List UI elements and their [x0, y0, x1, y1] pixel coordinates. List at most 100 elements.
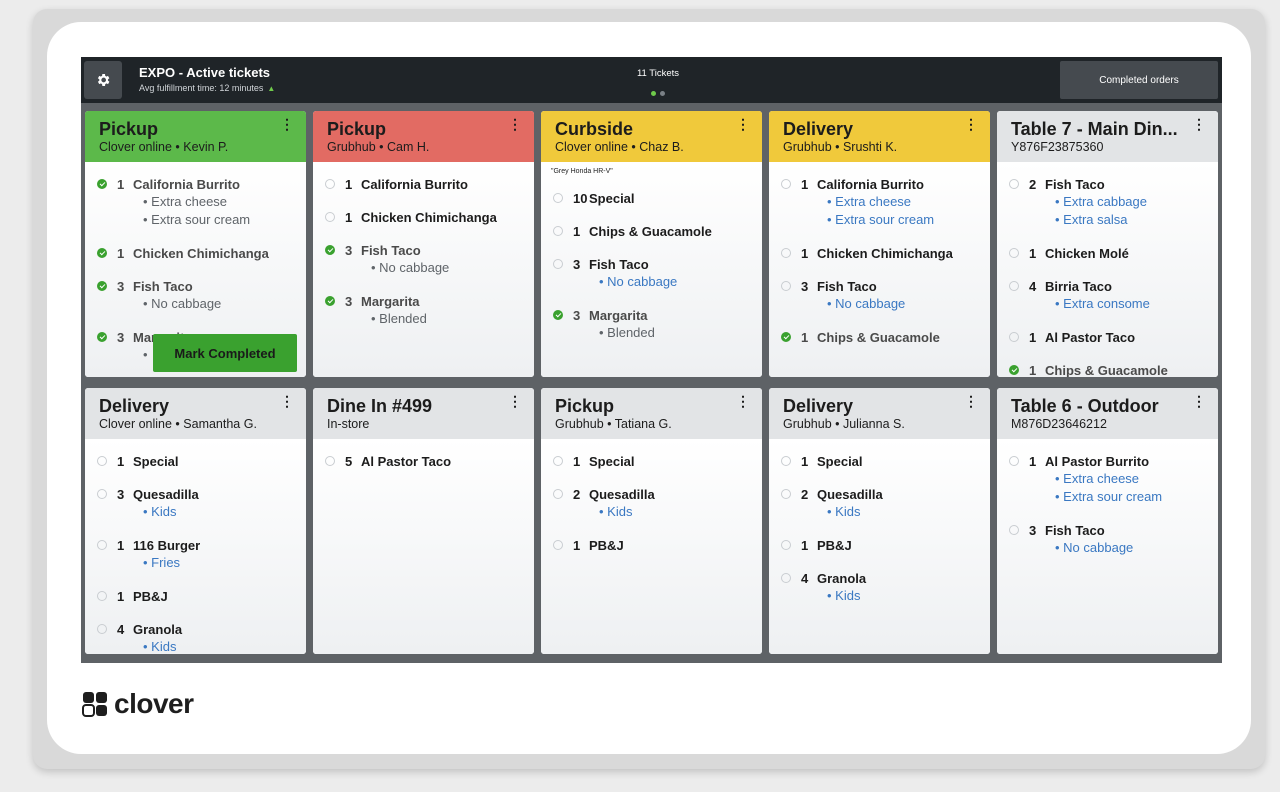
empty-circle-icon[interactable] [1009, 525, 1019, 535]
order-item[interactable]: 1 PB&J [781, 536, 982, 554]
order-item[interactable]: 3 Margarita • Blended [325, 292, 526, 328]
empty-circle-icon[interactable] [325, 212, 335, 222]
ticket-card[interactable]: Curbside Clover online • Chaz B. ⋮ "Grey Ho… [541, 111, 762, 377]
order-item[interactable]: 10 Special [553, 189, 754, 207]
empty-circle-icon[interactable] [325, 179, 335, 189]
ticket-card[interactable]: Delivery Grubhub • Julianna S. ⋮ 1 Special 2 Q… [769, 388, 990, 654]
empty-circle-icon[interactable] [553, 259, 563, 269]
order-item[interactable]: 1 Special [553, 452, 754, 470]
order-item[interactable]: 3 Fish Taco • No cabbage [1009, 521, 1210, 557]
empty-circle-icon[interactable] [1009, 456, 1019, 466]
empty-circle-icon[interactable] [781, 540, 791, 550]
check-circle-icon[interactable] [325, 245, 335, 255]
empty-circle-icon[interactable] [325, 456, 335, 466]
ticket-card[interactable]: Pickup Clover online • Kevin P. ⋮ 1 Californ… [85, 111, 306, 377]
empty-circle-icon[interactable] [781, 456, 791, 466]
order-item[interactable]: 1 116 Burger • Fries [97, 536, 298, 572]
order-item[interactable]: 2 Fish Taco • Extra cabbage • Extra salsa [1009, 175, 1210, 229]
check-circle-icon[interactable] [553, 310, 563, 320]
page-indicator[interactable] [601, 83, 715, 101]
empty-circle-icon[interactable] [781, 281, 791, 291]
empty-circle-icon[interactable] [553, 456, 563, 466]
order-item[interactable]: 4 Granola • Kids [781, 569, 982, 605]
more-options-icon[interactable]: ⋮ [736, 116, 750, 132]
ticket-note: "Grey Honda HR-V" [551, 168, 613, 175]
more-options-icon[interactable]: ⋮ [280, 393, 294, 409]
empty-circle-icon[interactable] [553, 226, 563, 236]
more-options-icon[interactable]: ⋮ [280, 116, 294, 132]
empty-circle-icon[interactable] [553, 489, 563, 499]
check-circle-icon[interactable] [1009, 365, 1019, 375]
check-circle-icon[interactable] [97, 179, 107, 189]
empty-circle-icon[interactable] [781, 489, 791, 499]
order-item[interactable]: 1 Al Pastor Burrito • Extra cheese • Extra … [1009, 452, 1210, 506]
more-options-icon[interactable]: ⋮ [508, 393, 522, 409]
empty-circle-icon[interactable] [1009, 281, 1019, 291]
empty-circle-icon[interactable] [781, 573, 791, 583]
ticket-card[interactable]: Dine In #499 In-store ⋮ 5 Al Pastor Taco [313, 388, 534, 654]
order-item[interactable]: 3 Fish Taco • No cabbage [97, 277, 298, 313]
check-circle-icon[interactable] [325, 296, 335, 306]
order-item[interactable]: 1 Special [781, 452, 982, 470]
empty-circle-icon[interactable] [781, 248, 791, 258]
ticket-card[interactable]: Table 6 - Outdoor M876D23646212 ⋮ 1 Al Pasto… [997, 388, 1218, 654]
order-item[interactable]: 1 Special [97, 452, 298, 470]
empty-circle-icon[interactable] [97, 624, 107, 634]
order-item[interactable]: 3 Quesadilla • Kids [97, 485, 298, 521]
order-item[interactable]: 1 Chicken Chimichanga [781, 244, 982, 262]
page-dot-active[interactable] [651, 91, 656, 96]
order-item[interactable]: 2 Quesadilla • Kids [781, 485, 982, 521]
order-item[interactable]: 5 Al Pastor Taco [325, 452, 526, 470]
order-item[interactable]: 3 Margarita • Blended [553, 306, 754, 342]
more-options-icon[interactable]: ⋮ [964, 116, 978, 132]
order-item[interactable]: 4 Granola • Kids [97, 620, 298, 654]
settings-button[interactable] [84, 61, 122, 99]
check-circle-icon[interactable] [97, 281, 107, 291]
more-options-icon[interactable]: ⋮ [736, 393, 750, 409]
order-item[interactable]: 2 Quesadilla • Kids [553, 485, 754, 521]
ticket-card[interactable]: Table 7 - Main Din... Y876F23875360 ⋮ 2 Fish… [997, 111, 1218, 377]
empty-circle-icon[interactable] [1009, 179, 1019, 189]
order-item[interactable]: 1 PB&J [97, 587, 298, 605]
order-item[interactable]: 1 California Burrito • Extra cheese • Extra… [97, 175, 298, 229]
item-quantity: 1 [801, 245, 809, 261]
more-options-icon[interactable]: ⋮ [964, 393, 978, 409]
more-options-icon[interactable]: ⋮ [508, 116, 522, 132]
ticket-card[interactable]: Pickup Grubhub • Tatiana G. ⋮ 1 Special 2 Ques… [541, 388, 762, 654]
ticket-card[interactable]: Pickup Grubhub • Cam H. ⋮ 1 California Burri… [313, 111, 534, 377]
empty-circle-icon[interactable] [97, 540, 107, 550]
check-circle-icon[interactable] [781, 332, 791, 342]
ticket-card[interactable]: Delivery Grubhub • Srushti K. ⋮ 1 California… [769, 111, 990, 377]
empty-circle-icon[interactable] [97, 591, 107, 601]
empty-circle-icon[interactable] [1009, 332, 1019, 342]
check-circle-icon[interactable] [97, 248, 107, 258]
order-item[interactable]: 3 Fish Taco • No cabbage [325, 241, 526, 277]
empty-circle-icon[interactable] [1009, 248, 1019, 258]
completed-orders-button[interactable]: Completed orders [1060, 61, 1218, 99]
order-item[interactable]: 1 California Burrito [325, 175, 526, 193]
order-item[interactable]: 1 Chicken Molé [1009, 244, 1210, 262]
empty-circle-icon[interactable] [553, 540, 563, 550]
page-dot[interactable] [660, 91, 665, 96]
ticket-header: Dine In #499 In-store ⋮ [313, 388, 534, 439]
check-circle-icon[interactable] [97, 332, 107, 342]
order-item[interactable]: 1 Chips & Guacamole [781, 328, 982, 346]
order-item[interactable]: 1 Chicken Chimichanga [97, 244, 298, 262]
order-item[interactable]: 1 Chips & Guacamole [1009, 361, 1210, 377]
empty-circle-icon[interactable] [97, 489, 107, 499]
order-item[interactable]: 3 Fish Taco • No cabbage [781, 277, 982, 313]
more-options-icon[interactable]: ⋮ [1192, 393, 1206, 409]
order-item[interactable]: 1 Chicken Chimichanga [325, 208, 526, 226]
ticket-card[interactable]: Delivery Clover online • Samantha G. ⋮ 1 Spe… [85, 388, 306, 654]
empty-circle-icon[interactable] [553, 193, 563, 203]
order-item[interactable]: 1 Chips & Guacamole [553, 222, 754, 240]
order-item[interactable]: 1 California Burrito • Extra cheese • Extra… [781, 175, 982, 229]
order-item[interactable]: 3 Fish Taco • No cabbage [553, 255, 754, 291]
order-item[interactable]: 4 Birria Taco • Extra consome [1009, 277, 1210, 313]
mark-completed-button[interactable]: Mark Completed [153, 334, 297, 372]
more-options-icon[interactable]: ⋮ [1192, 116, 1206, 132]
empty-circle-icon[interactable] [781, 179, 791, 189]
empty-circle-icon[interactable] [97, 456, 107, 466]
order-item[interactable]: 1 PB&J [553, 536, 754, 554]
order-item[interactable]: 1 Al Pastor Taco [1009, 328, 1210, 346]
